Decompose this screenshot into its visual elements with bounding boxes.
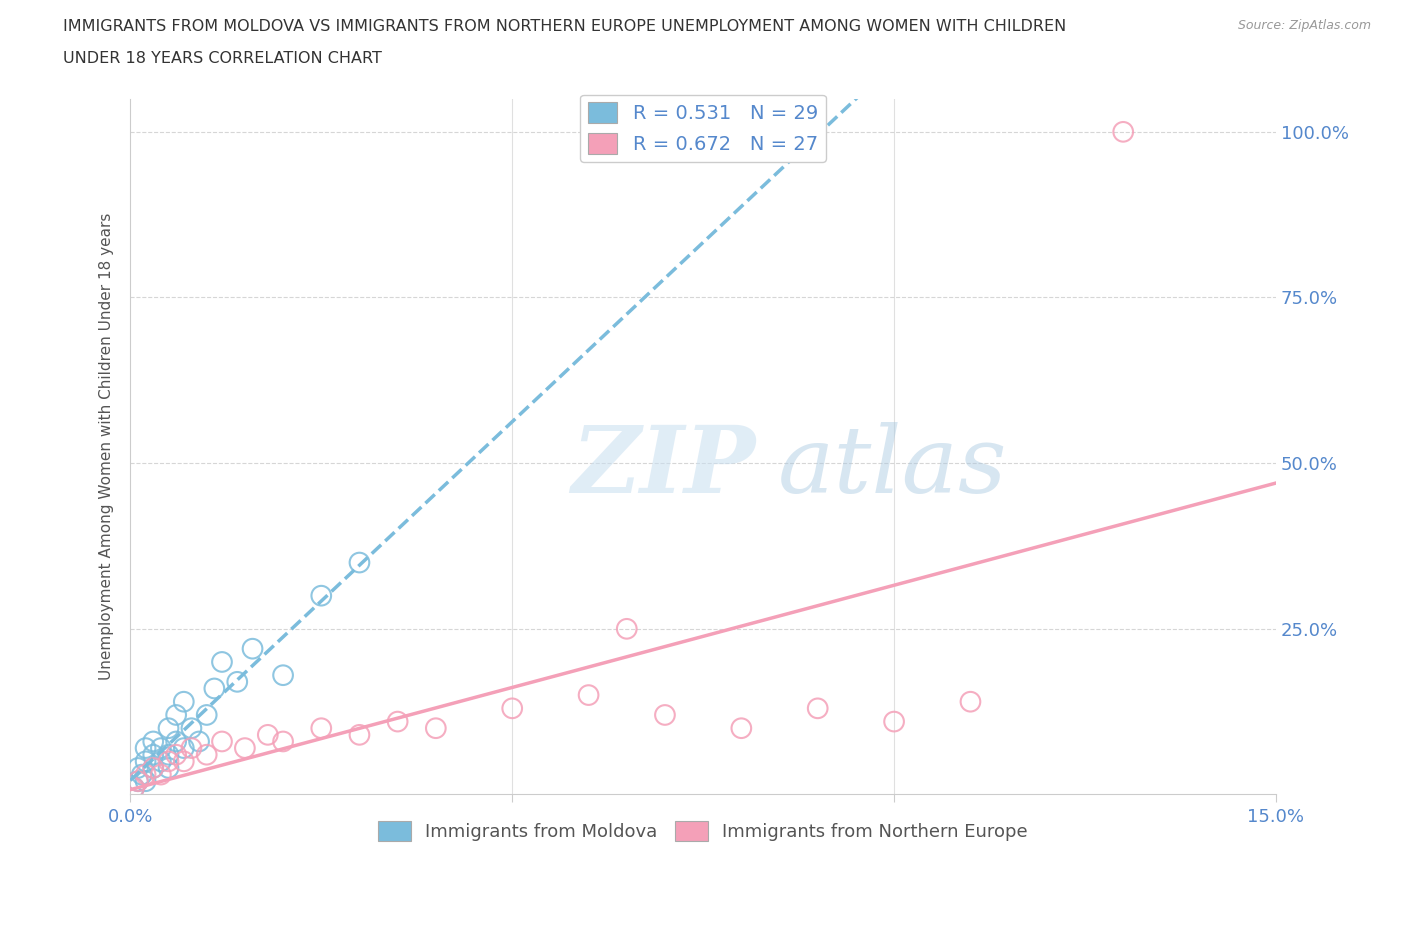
Point: [157, 754, 180, 769]
Point: [142, 761, 165, 776]
Point: [256, 727, 278, 742]
Point: [135, 767, 157, 782]
Point: [142, 761, 165, 776]
Text: Source: ZipAtlas.com: Source: ZipAtlas.com: [1237, 19, 1371, 32]
Point: [730, 721, 752, 736]
Text: IMMIGRANTS FROM MOLDOVA VS IMMIGRANTS FROM NORTHERN EUROPE UNEMPLOYMENT AMONG WO: IMMIGRANTS FROM MOLDOVA VS IMMIGRANTS FR…: [63, 19, 1067, 33]
Point: [131, 767, 153, 782]
Point: [211, 655, 233, 670]
Point: [149, 740, 172, 755]
Point: [654, 708, 676, 723]
Point: [180, 740, 202, 755]
Point: [157, 761, 180, 776]
Point: [271, 668, 294, 683]
Point: [165, 708, 187, 723]
Point: [149, 767, 172, 782]
Point: [271, 734, 294, 749]
Point: [309, 721, 332, 736]
Point: [349, 555, 371, 570]
Point: [959, 695, 981, 710]
Point: [425, 721, 447, 736]
Point: [165, 734, 187, 749]
Point: [349, 727, 371, 742]
Point: [122, 780, 145, 795]
Point: [188, 734, 211, 749]
Point: [202, 681, 225, 696]
Point: [149, 754, 172, 769]
Point: [135, 754, 157, 769]
Point: [135, 774, 157, 789]
Point: [142, 734, 165, 749]
Text: atlas: atlas: [778, 422, 1007, 512]
Point: [309, 589, 332, 604]
Point: [173, 754, 195, 769]
Point: [578, 687, 600, 702]
Point: [195, 748, 218, 763]
Point: [1112, 125, 1135, 140]
Point: [127, 774, 149, 789]
Point: [127, 761, 149, 776]
Point: [233, 740, 256, 755]
Point: [127, 774, 149, 789]
Point: [142, 748, 165, 763]
Point: [157, 748, 180, 763]
Point: [157, 721, 180, 736]
Point: [173, 695, 195, 710]
Text: UNDER 18 YEARS CORRELATION CHART: UNDER 18 YEARS CORRELATION CHART: [63, 51, 382, 66]
Text: ZIP: ZIP: [571, 422, 755, 512]
Point: [211, 734, 233, 749]
Point: [226, 674, 249, 689]
Point: [173, 740, 195, 755]
Point: [135, 740, 157, 755]
Point: [501, 701, 523, 716]
Point: [122, 780, 145, 795]
Point: [195, 708, 218, 723]
Point: [180, 721, 202, 736]
Point: [883, 714, 905, 729]
Point: [165, 748, 187, 763]
Point: [387, 714, 409, 729]
Legend: Immigrants from Moldova, Immigrants from Northern Europe: Immigrants from Moldova, Immigrants from…: [371, 814, 1035, 848]
Point: [616, 621, 638, 636]
Y-axis label: Unemployment Among Women with Children Under 18 years: Unemployment Among Women with Children U…: [100, 213, 114, 680]
Point: [807, 701, 830, 716]
Point: [242, 642, 264, 657]
